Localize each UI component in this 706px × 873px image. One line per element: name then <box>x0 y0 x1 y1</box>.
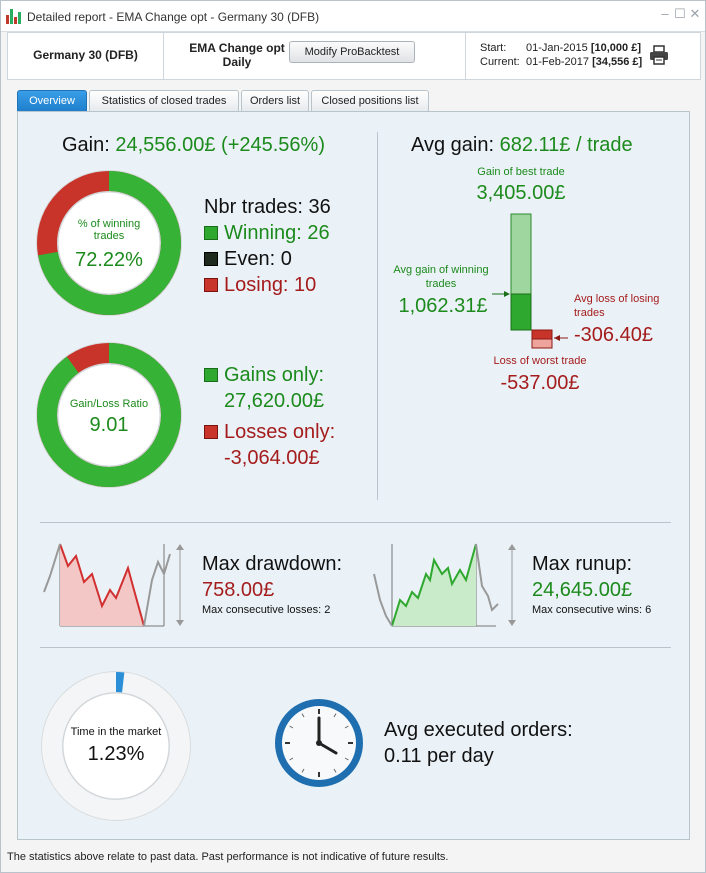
start-date: 01-Jan-2015 <box>526 42 588 54</box>
current-capital: [34,556 £] <box>592 56 643 68</box>
runup-value: 24,645.00£ <box>532 579 633 601</box>
losing-count: Losing: 10 <box>224 274 317 296</box>
gain-share-ring <box>37 343 181 487</box>
period-info: Start: 01-Jan-2015 [10,000 £] Current: 01-… <box>480 41 642 69</box>
gain-label: Gain: <box>62 134 110 156</box>
start-label: Start: <box>480 42 507 54</box>
losing-square-icon <box>204 278 218 292</box>
trade-range-bars <box>492 213 568 349</box>
gain-loss-ratio-donut <box>36 342 182 488</box>
instrument-name: Germany 30 (DFB) <box>33 48 138 62</box>
drawdown-label: Max drawdown: <box>202 553 343 575</box>
winning-trades-donut <box>36 170 182 316</box>
gains-square-icon <box>204 368 218 382</box>
ratio-donut-label: Gain/Loss Ratio <box>69 398 149 410</box>
app-chart-icon <box>6 9 22 24</box>
current-date: 01-Feb-2017 <box>526 56 589 68</box>
best-trade-value: 3,405.00£ <box>476 182 566 204</box>
runup-chart <box>373 543 516 627</box>
start-capital: [10,000 £] <box>590 42 641 54</box>
tab-closed-positions-list[interactable]: Closed positions list <box>311 90 429 111</box>
strategy-timeframe: Daily <box>222 55 252 69</box>
avg-loss-value: -306.40£ <box>574 324 653 346</box>
avg-orders-label: Avg executed orders: <box>384 719 573 741</box>
report-header: Germany 30 (DFB) EMA Change opt Daily Mo… <box>7 32 701 80</box>
gain-headline: Gain: 24,556.00£ (+245.56%) <box>62 134 325 157</box>
avg-win-bar <box>510 293 532 331</box>
trades-count: Nbr trades: 36 <box>204 196 331 218</box>
losses-only-value: -3,064.00£ <box>224 447 320 469</box>
maximize-icon[interactable]: ☐ <box>674 6 686 21</box>
avg-orders-value: 0.11 per day <box>384 745 494 767</box>
tab-overview[interactable]: Overview <box>17 90 87 111</box>
avg-loss-bar <box>531 329 553 340</box>
best-trade-bar <box>510 213 532 295</box>
section-divider-1 <box>40 522 671 523</box>
worst-trade-value: -537.00£ <box>500 372 580 394</box>
gains-only-block: Gains only: 27,620.00£ <box>204 362 324 414</box>
runup-label: Max runup: <box>532 553 633 575</box>
avg-gain-value: 682.11£ / trade <box>499 134 633 156</box>
modify-probacktest-button[interactable]: Modify ProBacktest <box>289 41 415 63</box>
losses-square-icon <box>204 425 218 439</box>
overview-panel: Gain: 24,556.00£ (+245.56%) % of winning… <box>17 111 690 840</box>
drawdown-value: 758.00£ <box>202 579 275 601</box>
printer-icon[interactable] <box>648 44 670 66</box>
winning-donut-value: 72.22% <box>75 249 143 271</box>
time-in-market-dial <box>41 671 191 821</box>
time-in-market-ring <box>42 672 190 820</box>
avg-loss-arrowhead-icon <box>554 335 560 341</box>
avg-win-arrowhead-icon <box>504 291 510 297</box>
current-label: Current: <box>480 56 520 68</box>
consecutive-losses: Max consecutive losses: 2 <box>202 604 331 616</box>
avg-win-value: 1,062.31£ <box>398 295 488 317</box>
drawdown-chart <box>43 543 184 627</box>
gains-only-value: 27,620.00£ <box>224 390 325 412</box>
ratio-donut-value: 9.01 <box>89 414 129 436</box>
column-divider <box>377 132 378 500</box>
avg-gain-headline: Avg gain: 682.11£ / trade <box>411 134 633 157</box>
window-title: Detailed report - EMA Change opt - Germa… <box>27 10 320 24</box>
gains-only-label: Gains only: <box>224 364 325 386</box>
even-count: Even: 0 <box>224 248 292 270</box>
close-icon[interactable]: ✕ <box>689 6 701 21</box>
drawdown-line <box>59 543 145 627</box>
strategy-name: EMA Change opt <box>189 41 285 55</box>
time-in-market-value: 1.23% <box>87 743 145 765</box>
even-square-icon <box>204 252 218 266</box>
avg-win-label: Avg gain of winning trades <box>393 264 489 290</box>
tab-statistics-closed-trades[interactable]: Statistics of closed trades <box>89 90 239 111</box>
winning-donut-label: % of winning trades <box>77 218 141 242</box>
avg-gain-label: Avg gain: <box>411 134 495 156</box>
consecutive-wins: Max consecutive wins: 6 <box>532 604 652 616</box>
trades-summary: Nbr trades: 36 Winning: 26 Even: 0 Losin… <box>204 194 331 298</box>
title-bar: Detailed report - EMA Change opt - Germa… <box>1 1 705 32</box>
winning-count: Winning: 26 <box>224 222 330 244</box>
section-divider-2 <box>40 647 671 648</box>
best-trade-label: Gain of best trade <box>477 166 565 178</box>
losses-only-label: Losses only: <box>224 421 336 443</box>
losses-only-block: Losses only: -3,064.00£ <box>204 419 335 471</box>
gain-value: 24,556.00£ (+245.56%) <box>115 134 325 156</box>
disclaimer-text: The statistics above relate to past data… <box>7 851 449 863</box>
avg-loss-label: Avg loss of losing trades <box>574 293 660 319</box>
winning-share-ring <box>37 171 181 315</box>
tab-orders-list[interactable]: Orders list <box>241 90 309 111</box>
strategy-info: EMA Change opt Daily <box>176 41 298 69</box>
runup-line <box>391 543 477 627</box>
clock-icon <box>275 699 363 787</box>
time-in-market-label: Time in the market <box>70 726 162 738</box>
worst-trade-label: Loss of worst trade <box>493 355 587 367</box>
minimize-icon[interactable]: – <box>661 6 669 21</box>
winning-square-icon <box>204 226 218 240</box>
